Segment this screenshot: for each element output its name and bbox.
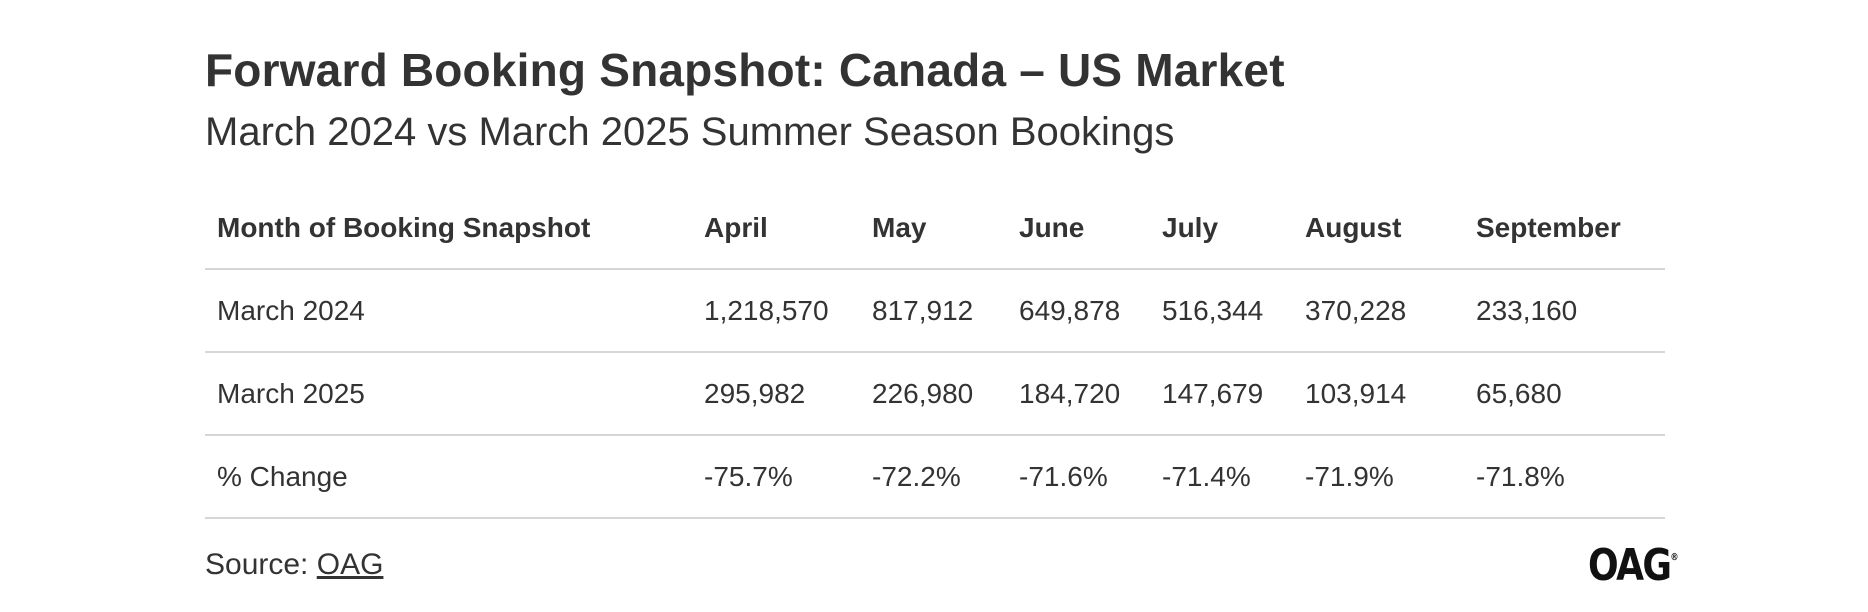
table-cell: 649,878 (1007, 269, 1150, 353)
booking-table: Month of Booking Snapshot April May June… (205, 188, 1665, 519)
oag-logo: OAG® (1588, 540, 1679, 591)
table-row: March 2024 1,218,570 817,912 649,878 516… (205, 269, 1665, 353)
registered-mark: ® (1670, 552, 1679, 564)
source-note: Source: OAG (205, 548, 383, 582)
row-label: March 2024 (205, 269, 692, 353)
table-cell: 147,679 (1150, 352, 1293, 436)
table-row: March 2025 295,982 226,980 184,720 147,6… (205, 352, 1665, 436)
column-header-snapshot: Month of Booking Snapshot (205, 188, 692, 270)
table-cell: -71.6% (1007, 435, 1150, 519)
table-cell: 65,680 (1464, 352, 1665, 436)
table-cell: 516,344 (1150, 269, 1293, 353)
table-cell: 370,228 (1293, 269, 1464, 353)
table-cell: 103,914 (1293, 352, 1464, 436)
column-header-april: April (692, 188, 860, 270)
table-cell: -71.4% (1150, 435, 1293, 519)
table-header-row: Month of Booking Snapshot April May June… (205, 188, 1665, 270)
table-cell: 233,160 (1464, 269, 1665, 353)
table-cell: -71.9% (1293, 435, 1464, 519)
table-cell: 1,218,570 (692, 269, 860, 353)
chart-title: Forward Booking Snapshot: Canada – US Ma… (205, 44, 1285, 96)
table-cell: 184,720 (1007, 352, 1150, 436)
row-label: % Change (205, 435, 692, 519)
column-header-may: May (860, 188, 1007, 270)
column-header-august: August (1293, 188, 1464, 270)
logo-text: OAG (1588, 540, 1672, 591)
chart-subtitle: March 2024 vs March 2025 Summer Season B… (205, 110, 1175, 154)
column-header-september: September (1464, 188, 1665, 270)
column-header-july: July (1150, 188, 1293, 270)
column-header-june: June (1007, 188, 1150, 270)
table-cell: 817,912 (860, 269, 1007, 353)
table-cell: 226,980 (860, 352, 1007, 436)
table-cell: 295,982 (692, 352, 860, 436)
chart-container: Forward Booking Snapshot: Canada – US Ma… (205, 38, 1665, 519)
table-cell: -75.7% (692, 435, 860, 519)
table-row: % Change -75.7% -72.2% -71.6% -71.4% -71… (205, 435, 1665, 519)
row-label: March 2025 (205, 352, 692, 436)
source-link[interactable]: OAG (316, 548, 384, 581)
source-prefix: Source: (205, 548, 317, 581)
table-cell: -72.2% (860, 435, 1007, 519)
table-cell: -71.8% (1464, 435, 1665, 519)
